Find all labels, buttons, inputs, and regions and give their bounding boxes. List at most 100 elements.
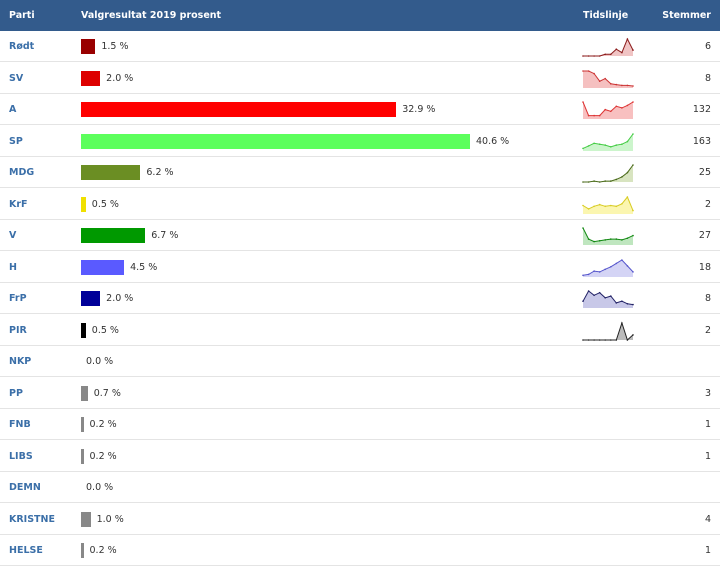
sparkline-point bbox=[587, 273, 590, 275]
table-header: Parti Valgresultat 2019 prosent Tidslinj… bbox=[0, 0, 720, 31]
party-link[interactable]: PP bbox=[9, 387, 23, 399]
sparkline-point bbox=[626, 195, 629, 198]
sparkline-point bbox=[593, 205, 595, 207]
header-votes: Stemmer bbox=[662, 10, 711, 21]
sparkline-point bbox=[604, 239, 606, 241]
sparkline-point bbox=[610, 204, 612, 206]
table-row: A 32.9 % 132 bbox=[0, 94, 720, 125]
sparkline-point bbox=[587, 69, 590, 72]
votes-count: 4 bbox=[704, 513, 711, 525]
party-link[interactable]: Rødt bbox=[9, 41, 35, 52]
result-label: 32.9 % bbox=[402, 104, 436, 115]
party-link[interactable]: DEMN bbox=[9, 482, 41, 493]
result-bar bbox=[81, 133, 470, 149]
party-link[interactable]: KrF bbox=[9, 198, 28, 210]
sparkline-point bbox=[604, 297, 606, 299]
header-result: Valgresultat 2019 prosent bbox=[81, 10, 222, 21]
sparkline-point bbox=[598, 203, 601, 205]
timeline-sparkline bbox=[582, 195, 634, 214]
result-label: 40.6 % bbox=[476, 135, 510, 147]
header-party: Parti bbox=[9, 10, 35, 21]
sparkline-point bbox=[610, 145, 612, 148]
party-link[interactable]: MDG bbox=[9, 167, 35, 178]
timeline-sparkline bbox=[582, 101, 634, 119]
table-row: HELSE 0.2 % 1 bbox=[0, 535, 720, 566]
party-link[interactable]: FrP bbox=[9, 293, 27, 304]
result-bar bbox=[81, 70, 101, 86]
sparkline-point bbox=[582, 300, 584, 302]
party-link[interactable]: PIR bbox=[9, 324, 27, 336]
sparkline-point bbox=[632, 209, 634, 211]
sparkline-point bbox=[615, 338, 618, 341]
sparkline-point bbox=[632, 303, 634, 306]
sparkline-point bbox=[626, 264, 629, 267]
sparkline-point bbox=[621, 176, 623, 178]
sparkline-point bbox=[621, 142, 623, 145]
sparkline-point bbox=[587, 207, 590, 210]
sparkline-point bbox=[615, 83, 618, 85]
party-link[interactable]: SP bbox=[9, 135, 23, 147]
table-row: NKP 0.0 % bbox=[0, 346, 720, 377]
sparkline-line bbox=[582, 195, 634, 211]
result-label: 2.0 % bbox=[106, 293, 134, 304]
sparkline-point bbox=[610, 82, 612, 85]
sparkline-point bbox=[610, 238, 612, 240]
sparkline-point bbox=[615, 105, 618, 108]
sparkline-point bbox=[615, 238, 618, 240]
party-link[interactable]: KRISTNE bbox=[9, 513, 55, 525]
sparkline-point bbox=[593, 72, 595, 74]
result-bar bbox=[81, 39, 96, 54]
sparkline-point bbox=[593, 269, 595, 272]
party-link[interactable]: NKP bbox=[9, 356, 32, 367]
table-row: FNB 0.2 % 1 bbox=[0, 409, 720, 440]
votes-count: 8 bbox=[704, 293, 711, 304]
sparkline-point bbox=[610, 110, 612, 113]
result-label: 0.2 % bbox=[89, 450, 117, 462]
votes-count: 1 bbox=[704, 545, 711, 556]
timeline-sparkline bbox=[582, 320, 634, 341]
party-link[interactable]: FNB bbox=[9, 419, 31, 430]
sparkline-point bbox=[598, 240, 601, 242]
result-bar bbox=[81, 417, 84, 432]
sparkline-point bbox=[626, 171, 629, 174]
sparkline-point bbox=[626, 140, 629, 142]
table-row: V 6.7 % 27 bbox=[0, 220, 720, 251]
sparkline-point bbox=[632, 270, 634, 273]
party-link[interactable]: HELSE bbox=[9, 545, 43, 556]
sparkline-line bbox=[583, 70, 634, 86]
sparkline-point bbox=[604, 77, 606, 79]
sparkline-area bbox=[583, 228, 633, 245]
sparkline-point bbox=[604, 53, 606, 56]
sparkline-point bbox=[621, 84, 623, 86]
sparkline-point bbox=[621, 202, 623, 205]
result-label: 0.5 % bbox=[91, 198, 119, 210]
sparkline-point bbox=[593, 55, 595, 57]
result-label: 4.5 % bbox=[130, 261, 158, 273]
table-row: PP 0.7 % 3 bbox=[0, 378, 720, 409]
party-link[interactable]: SV bbox=[9, 72, 24, 84]
result-label: 6.7 % bbox=[151, 230, 179, 241]
party-link[interactable]: V bbox=[9, 230, 17, 241]
sparkline-point bbox=[587, 181, 590, 183]
sparkline-point bbox=[593, 294, 595, 297]
sparkline-point bbox=[587, 55, 590, 57]
sparkline-point bbox=[615, 205, 618, 207]
sparkline-point bbox=[598, 338, 601, 341]
sparkline-area bbox=[583, 196, 633, 214]
sparkline-point bbox=[604, 268, 606, 270]
table-row: SV 2.0 % 8 bbox=[0, 63, 720, 94]
result-label: 0.0 % bbox=[86, 356, 114, 367]
party-link[interactable]: LIBS bbox=[9, 450, 33, 462]
sparkline-point bbox=[598, 181, 601, 183]
sparkline-point bbox=[621, 239, 623, 241]
party-link[interactable]: H bbox=[9, 261, 17, 273]
votes-count: 8 bbox=[704, 72, 711, 84]
sparkline-point bbox=[598, 142, 601, 145]
sparkline-point bbox=[621, 258, 623, 261]
votes-count: 163 bbox=[692, 135, 711, 147]
sparkline-area bbox=[583, 39, 633, 56]
party-link[interactable]: A bbox=[9, 104, 17, 115]
sparkline-point bbox=[598, 79, 601, 82]
sparkline-point bbox=[610, 295, 612, 297]
